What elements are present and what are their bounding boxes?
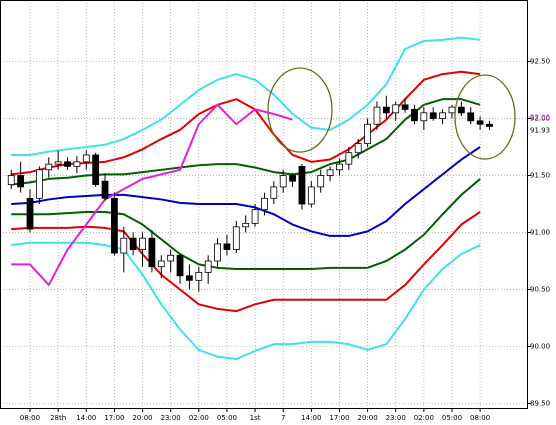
- candle-body: [411, 109, 418, 122]
- x-tick-label: 05:00: [442, 414, 462, 422]
- x-tick-label: 14:00: [76, 414, 96, 422]
- x-tick-label: 28th: [50, 414, 66, 422]
- candle-body: [111, 197, 118, 254]
- x-tick-label: 02:00: [189, 414, 209, 422]
- candle-body: [82, 154, 90, 163]
- band-line: [11, 241, 481, 360]
- y-tick-label: 90.00: [530, 342, 550, 350]
- candle-body: [382, 106, 390, 114]
- candle-body: [148, 237, 156, 268]
- candle-body: [457, 106, 465, 114]
- candle-body: [204, 260, 212, 273]
- candle-body: [214, 243, 221, 262]
- y-tick-label: 92.50: [530, 58, 550, 66]
- candle-body: [186, 275, 193, 281]
- candle-body: [270, 186, 278, 199]
- band-line: [11, 103, 293, 286]
- candle-body: [73, 161, 81, 167]
- candle-body: [35, 169, 43, 199]
- x-tick-label: 23:00: [161, 414, 181, 422]
- candle-body: [167, 254, 175, 262]
- y-tick-label: 92.00: [530, 115, 550, 123]
- candle-body: [326, 169, 334, 176]
- candle-body: [232, 226, 240, 250]
- candle-body: [251, 209, 259, 224]
- candle-body: [439, 112, 447, 119]
- candle-body: [54, 161, 62, 165]
- candle-body: [429, 112, 437, 119]
- candle-body: [120, 237, 128, 254]
- y-tick-label: 89.50: [530, 399, 550, 407]
- candle-body: [92, 154, 100, 186]
- highlight-ellipse: [454, 74, 516, 160]
- candle-body: [7, 175, 15, 186]
- band-line: [11, 70, 481, 176]
- x-tick-label: 02:00: [414, 414, 434, 422]
- candle-body: [139, 237, 146, 250]
- band-line: [11, 178, 481, 270]
- candle-body: [336, 163, 343, 171]
- x-tick-label: 20:00: [132, 414, 152, 422]
- candle-body: [26, 197, 34, 230]
- candle-body: [401, 104, 409, 110]
- candle-body: [101, 180, 109, 199]
- x-tick-label: 1st: [250, 414, 261, 422]
- candle-body: [307, 186, 315, 205]
- candle-body: [45, 163, 53, 171]
- candle-body: [176, 254, 184, 277]
- plot-area: [0, 0, 527, 408]
- y-tick-label: 91.50: [530, 172, 550, 180]
- candle-body: [354, 143, 362, 154]
- candle-body: [476, 120, 484, 125]
- candle-body: [420, 112, 428, 122]
- highlight-ellipse: [267, 67, 333, 153]
- y-tick-label: 90.50: [530, 285, 550, 293]
- candle-body: [279, 175, 287, 188]
- candle-body: [195, 271, 203, 281]
- plot-frame: [0, 0, 528, 409]
- candle-body: [364, 123, 371, 144]
- candle-body: [289, 175, 296, 182]
- candle-body: [486, 123, 493, 127]
- y-tick-label: 91.00: [530, 228, 550, 236]
- candle-body: [373, 106, 381, 125]
- x-tick-label: 20:00: [357, 414, 377, 422]
- candle-body: [345, 152, 353, 165]
- candle-body: [448, 106, 456, 114]
- x-tick-label: 08:00: [470, 414, 490, 422]
- candle-body: [17, 175, 25, 188]
- x-tick-label: 08:00: [20, 414, 40, 422]
- band-line: [11, 211, 481, 313]
- x-tick-label: 17:00: [104, 414, 124, 422]
- candle-body: [157, 260, 165, 268]
- x-tick-label: 14:00: [301, 414, 321, 422]
- price-marker-label: 91.93: [530, 127, 550, 135]
- candle-body: [298, 165, 306, 205]
- band-line: [11, 36, 481, 156]
- candle-body: [64, 161, 71, 167]
- candle-body: [317, 175, 325, 188]
- x-tick-label: 17:00: [329, 414, 349, 422]
- candle-body: [392, 104, 400, 114]
- band-line: [11, 146, 481, 237]
- candle-body: [242, 222, 250, 228]
- price-marker-label: 92.00: [530, 114, 550, 122]
- x-tick-label: 7: [281, 414, 285, 422]
- candle-body: [223, 243, 231, 250]
- band-line: [11, 98, 481, 186]
- candle-body: [467, 112, 475, 122]
- candle-body: [129, 237, 137, 250]
- candle-body: [261, 197, 268, 211]
- x-tick-label: 05:00: [217, 414, 237, 422]
- x-tick-label: 23:00: [386, 414, 406, 422]
